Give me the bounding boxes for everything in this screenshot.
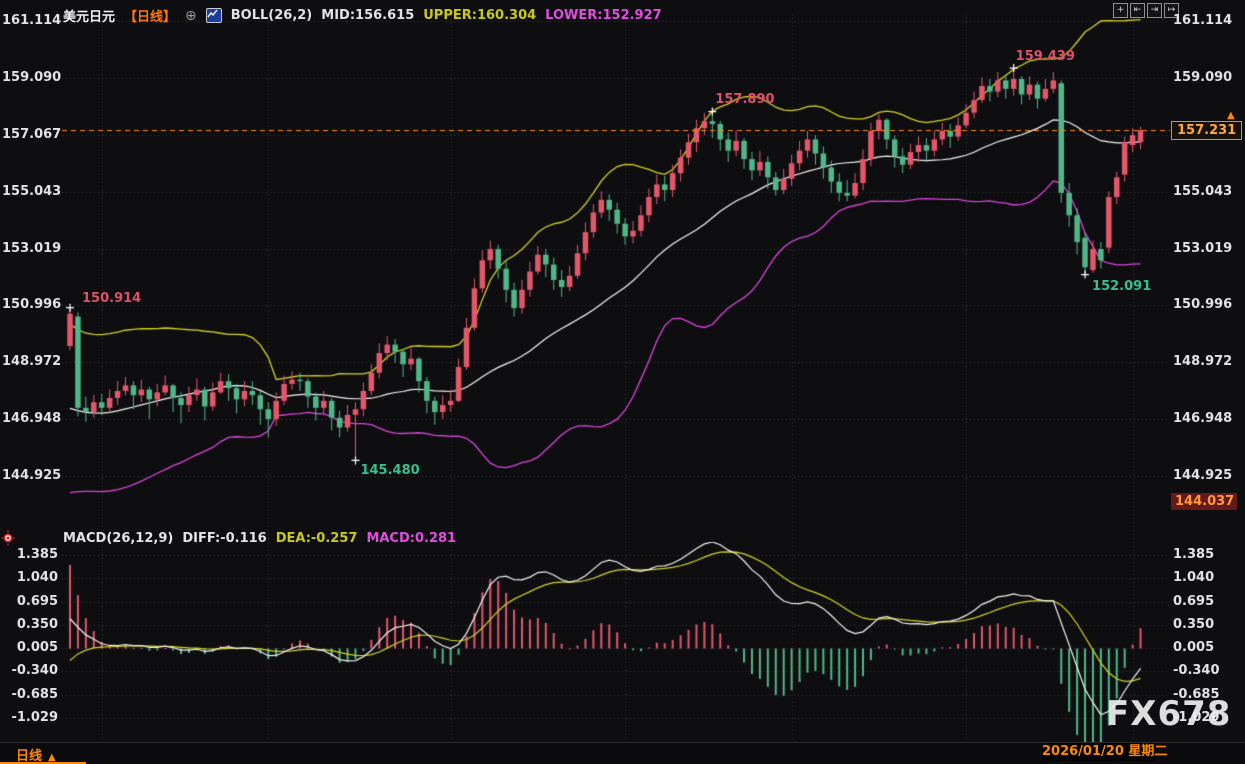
price-axis-label-left: 148.972 bbox=[2, 354, 62, 370]
period-selector-arrow-icon: ▲ bbox=[48, 752, 56, 763]
price-axis-label-right: 153.019 bbox=[1173, 240, 1233, 256]
pan-icon[interactable]: + bbox=[1113, 3, 1128, 18]
period-selector[interactable]: 日线 ▲ bbox=[16, 745, 56, 764]
macd-axis-label-left: 0.695 bbox=[16, 593, 58, 609]
snap-right-icon[interactable]: ↦ bbox=[1164, 3, 1179, 18]
boll-mid-value: MID:156.615 bbox=[321, 8, 415, 23]
price-annotation: 152.091 bbox=[1092, 278, 1152, 294]
pane-beacon-icon[interactable] bbox=[1, 530, 15, 550]
macd-header: MACD(26,12,9) DIFF:-0.116 DEA:-0.257 MAC… bbox=[63, 531, 456, 546]
macd-macd-value: MACD:0.281 bbox=[366, 531, 457, 546]
macd-axis-label-right: -0.340 bbox=[1173, 663, 1220, 679]
boll-indicator-label: BOLL(26,2) bbox=[230, 8, 313, 23]
price-axis-label-left: 157.067 bbox=[2, 126, 62, 142]
price-axis-label-right: 146.948 bbox=[1173, 411, 1233, 427]
price-axis-label-left: 144.925 bbox=[2, 467, 62, 483]
macd-indicator-label: MACD(26,12,9) bbox=[63, 531, 174, 546]
scale-right-icon[interactable]: ⇥ bbox=[1147, 3, 1162, 18]
macd-axis-label-left: -0.685 bbox=[11, 686, 58, 702]
price-annotation: 159.439 bbox=[1015, 49, 1075, 65]
price-axis-label-right: 150.996 bbox=[1173, 297, 1233, 313]
low-marker-badge: 144.037 bbox=[1171, 492, 1237, 510]
price-axis-label-right: 155.043 bbox=[1173, 183, 1233, 199]
symbol-title: 美元日元 bbox=[63, 10, 116, 25]
macd-axis-label-right: -0.685 bbox=[1173, 686, 1220, 702]
period-selector-underline bbox=[0, 762, 86, 764]
price-axis-label-left: 155.043 bbox=[2, 183, 62, 199]
macd-axis-label-right: -1.029 bbox=[1173, 709, 1220, 725]
link-icon[interactable]: ⊕ bbox=[185, 7, 197, 24]
period-selector-label: 日线 bbox=[16, 749, 43, 764]
price-axis-label-left: 153.019 bbox=[2, 240, 62, 256]
macd-axis-label-left: 0.005 bbox=[16, 640, 58, 656]
macd-axis-label-right: 0.695 bbox=[1173, 593, 1215, 609]
price-axis-label-right: 144.925 bbox=[1173, 467, 1233, 483]
crosshair-date-badge: 2026/01/20 星期二 bbox=[1042, 743, 1168, 761]
price-axis-label-right: 161.114 bbox=[1173, 13, 1233, 28]
macd-axis-label-right: 0.350 bbox=[1173, 616, 1215, 632]
mini-chart-icon[interactable] bbox=[205, 8, 222, 23]
macd-axis-label-right: 0.005 bbox=[1173, 640, 1215, 656]
macd-axis-label-left: 1.385 bbox=[16, 547, 58, 562]
price-axis-label-right: 159.090 bbox=[1173, 69, 1233, 85]
price-axis-label-left: 161.114 bbox=[2, 13, 62, 28]
time-axis-bar bbox=[0, 742, 1245, 764]
macd-axis-label-left: 1.040 bbox=[16, 570, 58, 586]
watermark: FX678 bbox=[1106, 694, 1232, 734]
price-axis-label-left: 146.948 bbox=[2, 411, 62, 427]
last-price-badge: 157.231 bbox=[1171, 121, 1242, 141]
price-axis-label-left: 159.090 bbox=[2, 69, 62, 85]
price-annotation: 157.890 bbox=[715, 91, 775, 107]
last-price-up-arrow: ▲ bbox=[1227, 110, 1235, 122]
scale-left-icon[interactable]: ⇤ bbox=[1130, 3, 1145, 18]
period-tag: 【日线】 bbox=[124, 10, 177, 25]
price-axis-label-left: 150.996 bbox=[2, 297, 62, 313]
boll-upper-value: UPPER:160.304 bbox=[423, 8, 537, 23]
chart-toolbar: + ⇤ ⇥ ↦ bbox=[1113, 3, 1179, 18]
macd-axis-label-left: -1.029 bbox=[11, 709, 58, 725]
macd-axis-label-right: 1.040 bbox=[1173, 570, 1215, 586]
price-annotation: 150.914 bbox=[82, 290, 142, 306]
macd-axis-label-left: -0.340 bbox=[11, 663, 58, 679]
chart-header: 美元日元 【日线】 ⊕ BOLL(26,2) MID:156.615 UPPER… bbox=[63, 6, 662, 26]
macd-dea-value: DEA:-0.257 bbox=[275, 531, 358, 546]
macd-axis-label-left: 0.350 bbox=[16, 616, 58, 632]
price-axis-label-right: 148.972 bbox=[1173, 354, 1233, 370]
macd-axis-label-right: 1.385 bbox=[1173, 547, 1215, 562]
price-annotation: 145.480 bbox=[360, 463, 420, 479]
macd-diff-value: DIFF:-0.116 bbox=[182, 531, 267, 546]
boll-lower-value: LOWER:152.927 bbox=[545, 8, 662, 23]
